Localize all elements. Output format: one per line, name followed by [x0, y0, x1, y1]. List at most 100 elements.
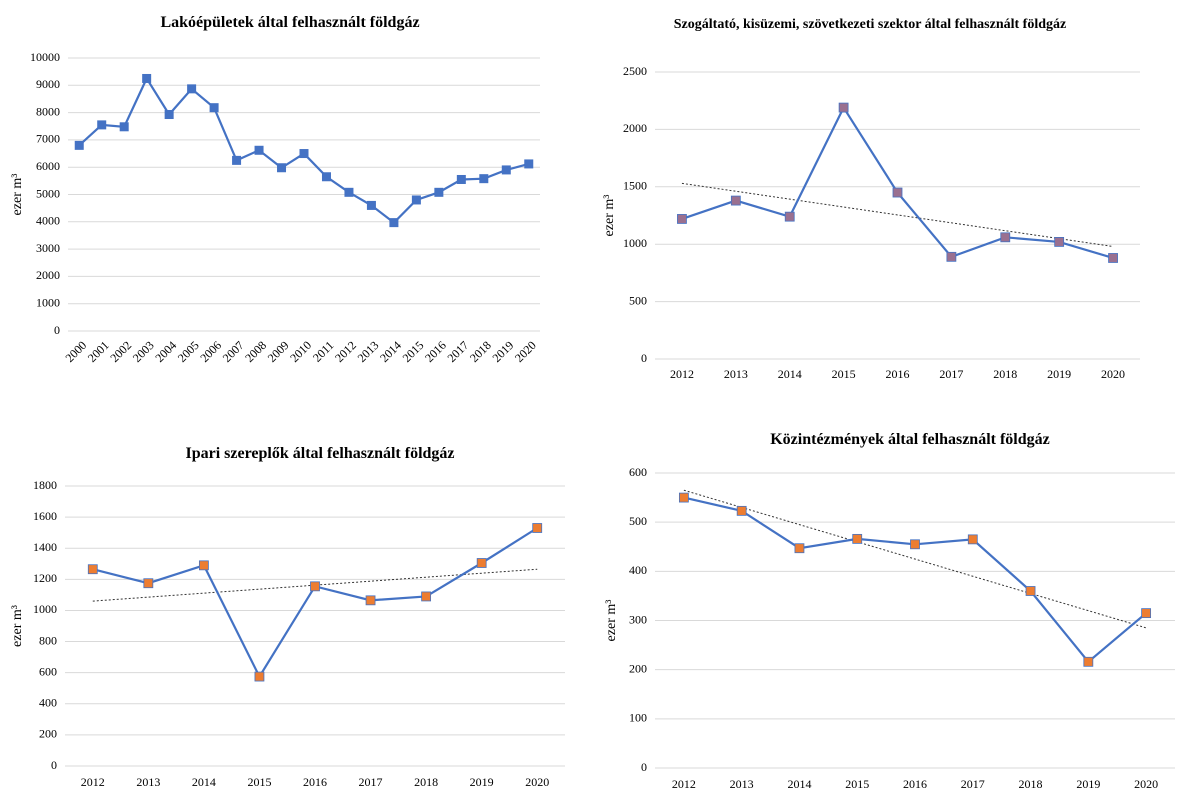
x-tick-label: 2013 [355, 338, 382, 365]
marker [254, 145, 264, 155]
trendline [683, 489, 1147, 629]
y-tick-label: 10000 [30, 50, 60, 64]
marker [254, 671, 265, 682]
marker [187, 84, 197, 94]
y-tick-label: 2500 [623, 64, 647, 78]
marker [366, 200, 376, 210]
marker [736, 505, 747, 516]
y-tick-label: 0 [54, 323, 60, 337]
x-tick-label: 2019 [470, 775, 494, 789]
y-axis-label: ezer m³ [604, 600, 619, 642]
y-tick-label: 5000 [36, 186, 60, 200]
marker [1141, 608, 1152, 619]
y-tick-label: 100 [629, 711, 647, 725]
x-tick-label: 2000 [62, 338, 89, 365]
marker [532, 523, 543, 533]
marker [1083, 656, 1094, 667]
marker [365, 595, 376, 606]
chart-title: Közintézmények által felhasznált földgáz [770, 431, 1050, 448]
y-tick-label: 0 [641, 351, 647, 365]
y-axis-label: ezer m³ [602, 195, 617, 237]
x-tick-label: 2020 [512, 338, 539, 365]
marker [232, 155, 242, 165]
x-tick-label: 2013 [730, 777, 754, 791]
x-tick-label: 2005 [175, 338, 202, 365]
x-tick-label: 2014 [778, 367, 802, 381]
y-tick-label: 3000 [36, 241, 60, 255]
marker [389, 218, 399, 228]
marker [310, 581, 320, 592]
marker [730, 195, 741, 206]
marker [892, 187, 903, 198]
x-tick-label: 2010 [287, 338, 314, 365]
x-tick-label: 2014 [377, 338, 404, 365]
marker [456, 174, 466, 184]
y-tick-label: 0 [641, 760, 647, 774]
marker [1108, 253, 1118, 263]
x-tick-label: 2012 [81, 775, 105, 789]
y-tick-label: 1000 [36, 295, 60, 309]
x-tick-label: 2019 [1076, 777, 1100, 791]
series-line [92, 527, 538, 679]
marker [321, 172, 331, 182]
y-tick-label: 4000 [36, 214, 60, 228]
marker [119, 122, 129, 132]
marker [434, 187, 444, 197]
x-tick-label: 2006 [197, 338, 224, 365]
y-tick-label: 8000 [36, 104, 60, 118]
x-tick-label: 2007 [220, 338, 247, 365]
marker [1054, 237, 1065, 247]
y-tick-label: 1500 [623, 179, 647, 193]
y-tick-label: 1000 [33, 602, 57, 616]
x-tick-label: 2020 [525, 775, 549, 789]
y-tick-label: 600 [629, 465, 647, 479]
x-tick-label: 2018 [467, 338, 494, 365]
marker [97, 120, 107, 130]
x-tick-label: 2015 [832, 367, 856, 381]
y-tick-label: 1400 [33, 540, 57, 554]
x-tick-label: 2011 [310, 338, 337, 365]
y-tick-label: 0 [51, 758, 57, 772]
trendline [681, 182, 1114, 247]
marker [344, 187, 354, 197]
x-tick-label: 2019 [1047, 367, 1071, 381]
x-tick-label: 2015 [247, 775, 271, 789]
x-tick-label: 2001 [85, 338, 112, 365]
marker [87, 564, 98, 575]
marker [678, 492, 689, 503]
x-tick-label: 2015 [400, 338, 427, 365]
marker [299, 149, 309, 159]
x-tick-label: 2014 [192, 775, 216, 789]
x-tick-label: 2017 [445, 338, 472, 365]
x-tick-label: 2004 [152, 338, 179, 365]
chart-title: Szogáltató, kisüzemi, szövetkezeti szekt… [673, 17, 1067, 32]
x-tick-label: 2016 [903, 777, 927, 791]
x-tick-label: 2017 [961, 777, 985, 791]
y-tick-label: 400 [39, 696, 57, 710]
x-tick-label: 2018 [1019, 777, 1043, 791]
x-tick-label: 2012 [672, 777, 696, 791]
x-tick-label: 2002 [107, 338, 134, 365]
x-tick-label: 2016 [303, 775, 327, 789]
y-tick-label: 200 [39, 727, 57, 741]
marker [209, 103, 219, 113]
x-tick-label: 2019 [489, 338, 516, 365]
x-tick-label: 2016 [422, 338, 449, 365]
marker [501, 165, 511, 175]
y-tick-label: 6000 [36, 159, 60, 173]
x-tick-label: 2012 [332, 338, 359, 365]
marker [142, 73, 152, 83]
marker [794, 543, 805, 554]
x-tick-label: 2013 [724, 367, 748, 381]
marker [411, 195, 421, 205]
marker [852, 533, 863, 544]
marker [910, 539, 920, 550]
y-tick-label: 600 [39, 664, 57, 678]
marker [198, 560, 209, 571]
y-tick-label: 1200 [33, 571, 57, 585]
marker [74, 140, 84, 150]
marker [1000, 232, 1011, 243]
y-tick-label: 500 [629, 293, 647, 307]
y-tick-label: 1800 [33, 478, 57, 492]
